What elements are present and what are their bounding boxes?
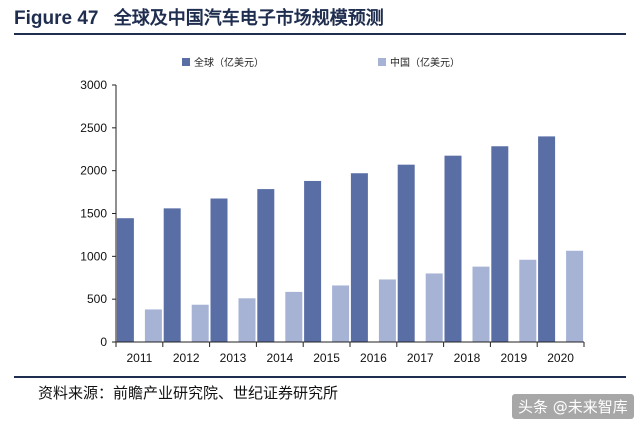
y-tick-label-5: 2500 [80, 121, 107, 135]
y-tick-label-1: 500 [87, 292, 107, 306]
bar-china-2017 [425, 273, 443, 342]
bar-global-2014 [257, 189, 275, 342]
bar-china-2013 [238, 298, 256, 342]
x-tick-label-2016: 2016 [360, 351, 387, 365]
x-tick-label-2012: 2012 [173, 351, 200, 365]
bar-global-2016 [350, 173, 368, 342]
bar-global-2018 [444, 155, 462, 342]
bar-china-2019 [519, 259, 537, 342]
bar-china-2020 [566, 250, 584, 342]
bar-global-2012 [163, 208, 181, 342]
bar-china-2011 [144, 309, 162, 342]
bar-global-2011 [116, 218, 134, 342]
figure-title-text: 全球及中国汽车电子市场规模预测 [113, 8, 384, 29]
legend-label-0: 全球（亿美元） [194, 56, 264, 69]
x-tick-label-2011: 2011 [126, 351, 152, 365]
bar-china-2015 [332, 285, 350, 342]
bar-china-2018 [472, 266, 490, 342]
bottom-rule [14, 376, 626, 378]
bar-china-2016 [378, 279, 396, 342]
y-tick-label-6: 3000 [80, 78, 107, 92]
legend-swatch-0 [182, 58, 190, 66]
y-axis: 0 500 1000 1500 2000 2500 3000 [80, 78, 117, 349]
x-tick-label-2014: 2014 [266, 351, 293, 365]
figure-number: Figure 47 [14, 8, 99, 29]
top-rule [14, 33, 626, 35]
bar-china-2014 [285, 291, 303, 342]
y-tick-label-3: 1500 [80, 207, 107, 221]
x-tick-label-2015: 2015 [313, 351, 340, 365]
y-tick-label-4: 2000 [80, 164, 107, 178]
bar-global-2013 [210, 198, 228, 342]
legend: 全球（亿美元） 中国（亿美元） [182, 56, 460, 69]
bar-global-2020 [538, 136, 556, 342]
x-tick-label-2020: 2020 [547, 351, 574, 365]
bar-global-2019 [491, 146, 509, 342]
figure-title: Figure 47 全球及中国汽车电子市场规模预测 [14, 4, 384, 30]
x-tick-label-2013: 2013 [220, 351, 247, 365]
legend-swatch-1 [378, 58, 386, 66]
x-tick-label-2017: 2017 [407, 351, 434, 365]
figure-header: Figure 47 全球及中国汽车电子市场规模预测 [0, 0, 640, 33]
x-axis: 2011 2012 2013 2014 2015 2016 2017 2018 2019 2020 [115, 341, 585, 365]
bar-chart: 全球（亿美元） 中国（亿美元） 050010001500200025003000 … [80, 56, 585, 365]
bar-global-2015 [304, 180, 322, 342]
watermark: 头条 @未来智库 [512, 394, 634, 419]
x-tick-label-2019: 2019 [500, 351, 527, 365]
y-tick-label-0: 0 [100, 335, 107, 349]
source-note: 资料来源：前瞻产业研究院、世纪证券研究所 [38, 384, 339, 402]
bars [116, 136, 584, 342]
legend-label-1: 中国（亿美元） [390, 56, 460, 69]
y-tick-label-2: 1000 [80, 249, 107, 263]
x-tick-label-2018: 2018 [454, 351, 481, 365]
bar-china-2012 [191, 304, 209, 342]
bar-global-2017 [397, 164, 415, 342]
